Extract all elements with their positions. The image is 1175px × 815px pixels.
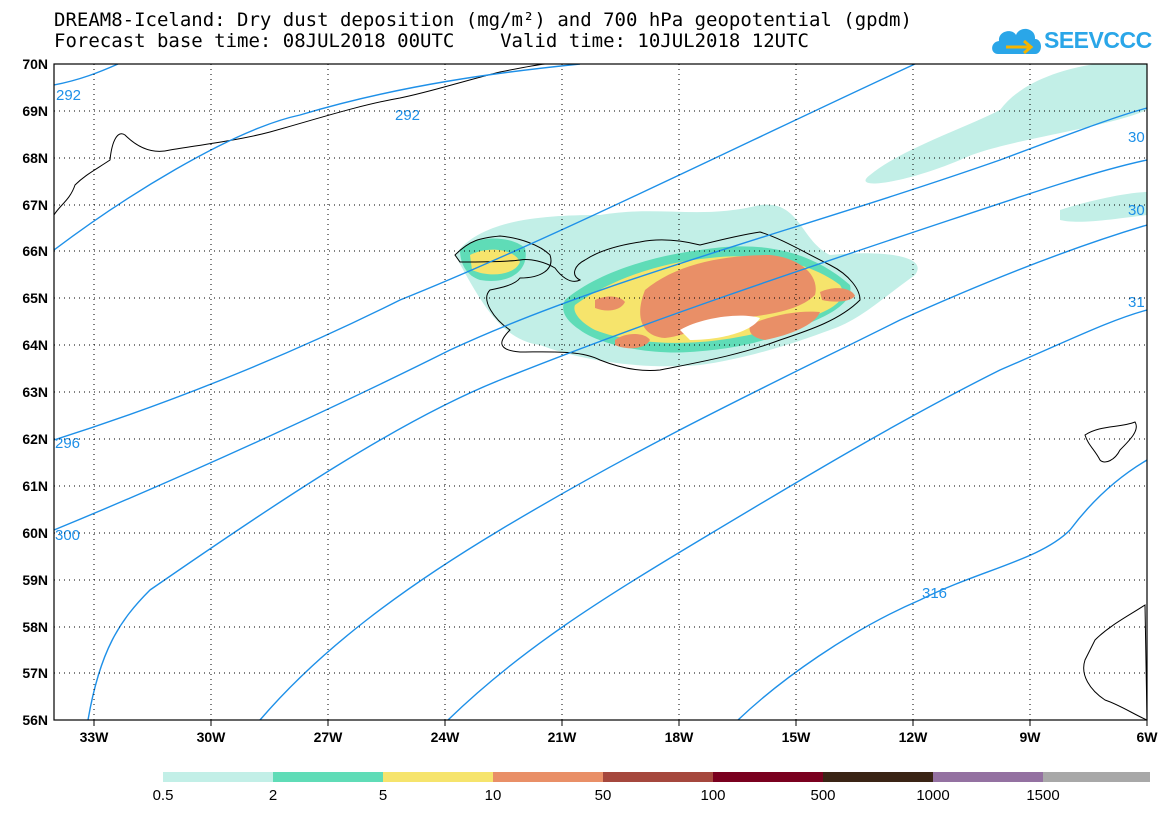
lon-label: 12W [898,729,928,745]
colorbar-label: 500 [810,787,836,804]
colorbar-swatch [1043,772,1150,782]
lon-label: 18W [664,729,694,745]
lon-label: 15W [781,729,811,745]
colorbar-swatch [713,772,823,782]
map-grid [54,64,1147,720]
contour-label: 31 [1128,294,1145,311]
colorbar-label: 50 [594,787,612,804]
lat-label: 60N [22,525,48,541]
lat-label: 69N [22,103,48,119]
logo-text: SEEVCCC [1044,27,1152,53]
colorbar-label: 100 [700,787,726,804]
lat-label: 67N [22,197,48,213]
lat-label: 56N [22,712,48,728]
iceland-coast [454,231,861,371]
contour-label: 300 [55,527,80,544]
colorbar-label: 0.5 [152,787,174,804]
faroe-islands-coast [1084,421,1137,463]
greenland-coast [54,64,546,216]
lat-label: 70N [22,56,48,72]
lon-label: 21W [547,729,577,745]
axis-ticks [93,720,1148,726]
lon-label: 33W [79,729,109,745]
colorbar-label: 5 [378,787,388,804]
colorbar-label: 1500 [1026,787,1060,804]
colorbar-label: 2 [268,787,278,804]
scotland-coast [1083,604,1147,720]
lon-label: 30W [196,729,226,745]
colorbar-label: 10 [484,787,502,804]
contour-label: 316 [922,585,947,602]
lat-label: 61N [22,478,48,494]
map-title: DREAM8-Iceland: Dry dust deposition (mg/… [54,9,912,31]
colorbar-swatch [273,772,383,782]
lon-label: 6W [1136,729,1158,745]
coastlines [54,64,1147,720]
contour-label: 30 [1128,129,1145,146]
lat-label: 68N [22,150,48,166]
colorbar-swatch [493,772,603,782]
contour-label: 292 [56,87,81,104]
geopotential-contours [54,64,1147,720]
lat-label: 65N [22,290,48,306]
lat-label: 59N [22,572,48,588]
dust-deposition-field [455,64,1147,367]
lat-label: 57N [22,665,48,681]
lon-label: 27W [313,729,343,745]
contour-label: 30 [1128,202,1145,219]
lon-label: 9W [1019,729,1041,745]
lat-label: 66N [22,243,48,259]
contour-label: 296 [55,435,80,452]
colorbar-swatch [933,772,1043,782]
lat-label: 64N [22,337,48,353]
colorbar-label: 1000 [916,787,950,804]
lat-label: 63N [22,384,48,400]
contour-labels: 292 292 296 300 316 30 30 31 [55,87,1145,602]
lat-label: 58N [22,619,48,635]
colorbar-swatch [823,772,933,782]
map-subtitle: Forecast base time: 08JUL2018 00UTC Vali… [54,30,809,52]
map-frame [53,63,1148,721]
contour-label: 292 [395,107,420,124]
colorbar-swatch [603,772,713,782]
colorbar-swatch [163,772,273,782]
cloud-icon [992,28,1041,55]
lon-label: 24W [430,729,460,745]
colorbar-swatch [383,772,493,782]
lat-label: 62N [22,431,48,447]
